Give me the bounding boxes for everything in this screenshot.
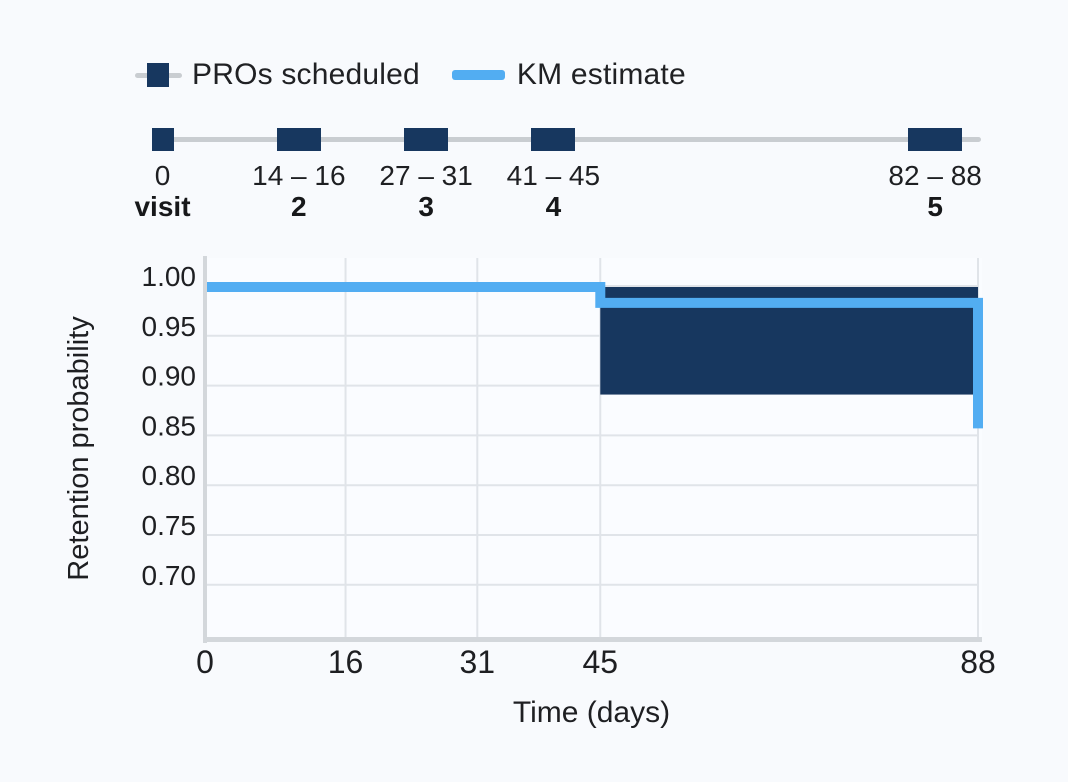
pros-scheduled-swatch xyxy=(135,63,182,87)
visit-window-bar xyxy=(404,128,449,151)
legend-item-pros-scheduled: PROs scheduled xyxy=(135,58,420,92)
visit-window-label: 14 – 16 xyxy=(252,160,346,191)
x-tick-label: 16 xyxy=(328,644,364,680)
visit-timeline: 0 visit 14 – 16 2 27 – 31 3 41 – 45 4 82 – 88 5 xyxy=(0,0,1068,230)
visit-number-label: 5 xyxy=(927,191,943,222)
legend: PROs scheduled KM estimate xyxy=(135,58,686,92)
y-tick-label: 1.00 xyxy=(142,261,197,292)
legend-label-pros: PROs scheduled xyxy=(192,58,420,91)
visit-window-bar xyxy=(151,128,174,151)
km-estimate-swatch-icon xyxy=(451,70,505,80)
visit-window-label: 82 – 88 xyxy=(888,160,982,191)
km-chart: 1.00 0.95 0.90 0.85 0.80 0.75 0.70 0 16 31 45 88 Tim… xyxy=(63,256,996,729)
legend-item-km-estimate: KM estimate xyxy=(420,58,686,92)
y-tick-label: 0.80 xyxy=(142,460,197,491)
legend-label-km: KM estimate xyxy=(516,58,686,91)
x-axis-line xyxy=(203,637,982,642)
y-axis-title: Retention probability xyxy=(63,316,95,581)
x-axis-title: Time (days) xyxy=(513,696,670,729)
visit-row-caption: visit xyxy=(134,191,191,222)
visit-number-label: 4 xyxy=(545,191,562,222)
y-tick-label: 0.70 xyxy=(142,560,197,591)
y-tick-label: 0.85 xyxy=(142,410,197,441)
km-line xyxy=(205,282,983,429)
visit-number-label: 2 xyxy=(291,191,307,222)
visit-window-bar xyxy=(907,128,963,151)
visit-number-label: 3 xyxy=(418,191,434,222)
visit-window-bar xyxy=(276,128,321,151)
y-tick-label: 0.90 xyxy=(142,361,197,392)
legend-navy-square-icon xyxy=(147,63,169,87)
y-tick-label: 0.95 xyxy=(142,311,197,342)
visit-window-label: 41 – 45 xyxy=(506,160,601,191)
visit-window-label: 0 xyxy=(154,160,171,191)
x-tick-label: 31 xyxy=(460,644,496,680)
x-tick-label: 88 xyxy=(960,644,996,680)
x-tick-label: 0 xyxy=(196,644,214,680)
visit-window-label: 27 – 31 xyxy=(379,160,473,191)
visit-window-bar xyxy=(531,128,576,151)
x-tick-label: 45 xyxy=(582,644,618,680)
y-axis-line xyxy=(203,256,207,643)
y-tick-label: 0.75 xyxy=(142,510,197,541)
